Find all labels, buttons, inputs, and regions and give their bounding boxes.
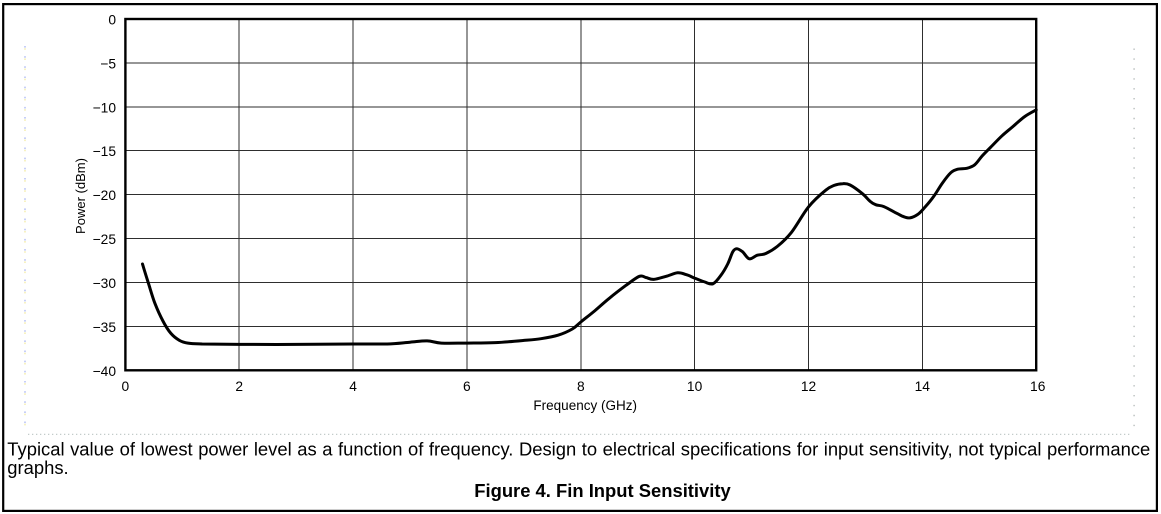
svg-text:Power (dBm): Power (dBm) [73,158,88,234]
svg-text:14: 14 [915,379,931,394]
svg-text:−25: −25 [93,232,117,247]
svg-text:12: 12 [801,379,816,394]
svg-text:6: 6 [463,379,471,394]
svg-text:−15: −15 [93,144,117,159]
svg-text:graphs.: graphs. [7,457,68,478]
svg-text:2: 2 [235,379,243,394]
svg-text:Figure 4. Fin Input Sensitivit: Figure 4. Fin Input Sensitivity [474,480,731,501]
svg-text:8: 8 [577,379,585,394]
svg-text:4: 4 [349,379,357,394]
svg-text:Typical value of lowest power: Typical value of lowest power level as a… [7,439,1150,460]
svg-text:−35: −35 [93,320,117,335]
svg-text:10: 10 [687,379,703,394]
svg-text:−20: −20 [93,188,117,203]
svg-text:Frequency (GHz): Frequency (GHz) [533,398,637,413]
svg-text:−30: −30 [93,276,117,291]
svg-text:−10: −10 [93,100,117,115]
svg-text:16: 16 [1030,379,1046,394]
svg-text:0: 0 [108,13,116,28]
svg-text:−40: −40 [93,364,117,379]
svg-text:0: 0 [122,379,130,394]
svg-text:−5: −5 [100,56,116,71]
